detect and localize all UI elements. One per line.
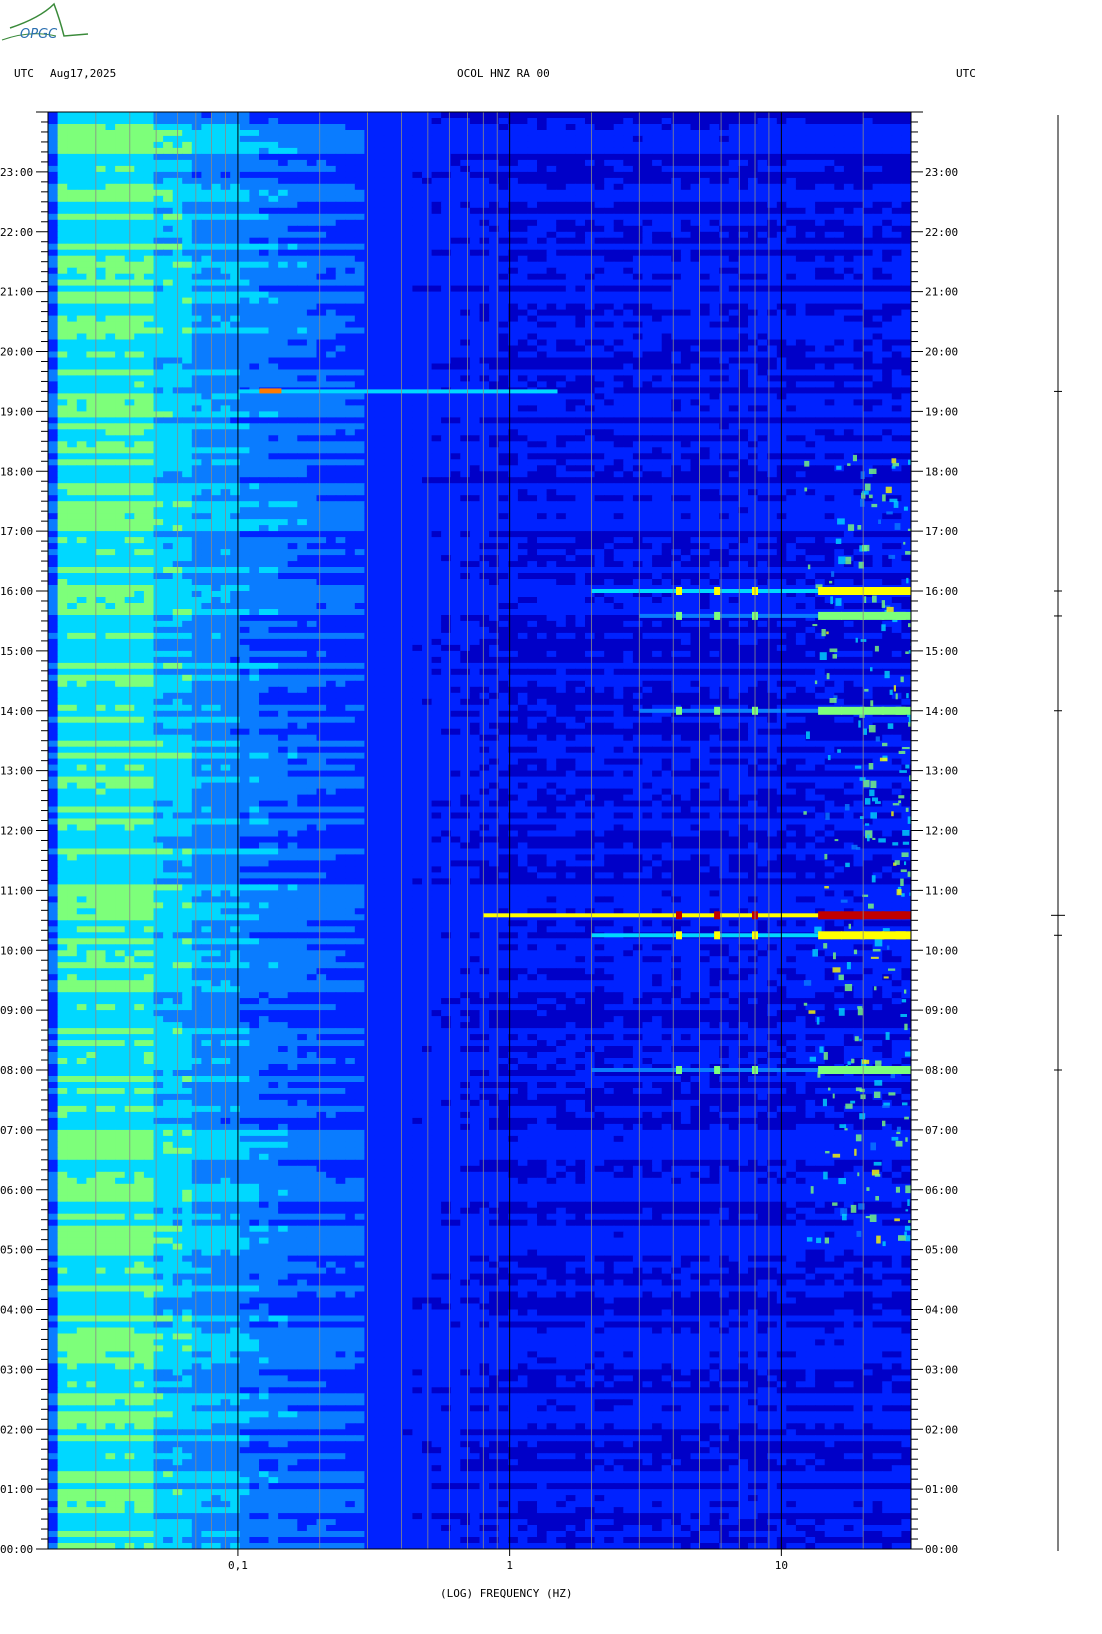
- event-hotspot: [714, 587, 720, 595]
- time-tick-label: 22:00: [0, 226, 33, 239]
- station-title: OCOL HNZ RA 00: [457, 67, 550, 80]
- time-tick-label: 20:00: [925, 346, 958, 359]
- event-hotspot: [818, 931, 842, 939]
- date-label: Aug17,2025: [50, 67, 116, 80]
- event-hotspot: [818, 587, 842, 595]
- time-tick-label: 13:00: [0, 765, 33, 778]
- x-axis-label: (LOG) FREQUENCY (HZ): [440, 1587, 572, 1600]
- time-tick-label: 14:00: [925, 705, 958, 718]
- time-tick-label: 06:00: [0, 1184, 33, 1197]
- frequency-tick-label: 10: [775, 1559, 788, 1572]
- time-tick-label: 12:00: [925, 825, 958, 838]
- event-hotspot: [676, 931, 682, 939]
- time-tick-label: 18:00: [925, 465, 958, 478]
- time-tick-label: 23:00: [925, 166, 958, 179]
- time-tick-label: 18:00: [0, 465, 33, 478]
- time-tick-label: 10:00: [925, 944, 958, 957]
- frequency-tick-label: 1: [506, 1559, 513, 1572]
- event-hotspot: [714, 911, 720, 919]
- event-hotspot: [676, 911, 682, 919]
- left-timezone-label: UTC: [14, 67, 34, 80]
- event-hotspot: [818, 1066, 842, 1074]
- time-tick-label: 16:00: [0, 585, 33, 598]
- time-tick-label: 02:00: [0, 1423, 33, 1436]
- frequency-axis: 0,1 1 10: [228, 1549, 788, 1572]
- time-tick-label: 06:00: [925, 1184, 958, 1197]
- time-tick-label: 16:00: [925, 585, 958, 598]
- event-hotspot: [860, 587, 884, 595]
- frequency-tick-label: 0,1: [228, 1559, 248, 1572]
- time-tick-label: 10:00: [0, 944, 33, 957]
- time-tick-label: 08:00: [925, 1064, 958, 1077]
- event-hotspot: [896, 911, 920, 919]
- event-hotspot: [818, 612, 842, 620]
- event-hotspot: [676, 612, 682, 620]
- event-hotspot: [676, 707, 682, 715]
- logo-text: OPGC: [20, 27, 58, 42]
- time-tick-label: 19:00: [0, 405, 33, 418]
- time-tick-label: 07:00: [925, 1124, 958, 1137]
- time-tick-label: 12:00: [0, 825, 33, 838]
- event-hotspot: [714, 931, 720, 939]
- time-tick-label: 04:00: [925, 1304, 958, 1317]
- time-tick-label: 00:00: [925, 1543, 958, 1556]
- right-time-axis: 23:00 22:00 21:00 20:00 19:00 18:00 17:00 16:00…: [911, 112, 958, 1556]
- event-hotspot: [676, 587, 682, 595]
- event-hotspot: [860, 612, 884, 620]
- time-tick-label: 21:00: [925, 286, 958, 299]
- time-tick-label: 22:00: [925, 226, 958, 239]
- time-tick-label: 03:00: [0, 1363, 33, 1376]
- time-tick-label: 09:00: [925, 1004, 958, 1017]
- event-hotspot: [896, 931, 920, 939]
- time-tick-label: 14:00: [0, 705, 33, 718]
- time-tick-label: 20:00: [0, 346, 33, 359]
- left-time-axis: 23:00 22:00 21:00 20:00 19:00 18:00 17:00 16:00…: [0, 112, 48, 1556]
- time-tick-label: 00:00: [0, 1543, 33, 1556]
- time-tick-label: 15:00: [925, 645, 958, 658]
- time-tick-label: 05:00: [0, 1244, 33, 1257]
- opgc-logo: OPGC: [2, 4, 88, 42]
- time-tick-label: 17:00: [0, 525, 33, 538]
- time-tick-label: 02:00: [925, 1423, 958, 1436]
- time-tick-label: 09:00: [0, 1004, 33, 1017]
- event-hotspot: [714, 612, 720, 620]
- event-hotspot: [860, 1066, 884, 1074]
- time-tick-label: 11:00: [925, 884, 958, 897]
- time-tick-label: 17:00: [925, 525, 958, 538]
- time-tick-label: 01:00: [0, 1483, 33, 1496]
- event-hotspot: [818, 911, 842, 919]
- spectrogram-image: [48, 112, 920, 1550]
- time-tick-label: 08:00: [0, 1064, 33, 1077]
- time-tick-label: 01:00: [925, 1483, 958, 1496]
- event-hotspot: [896, 612, 920, 620]
- time-tick-label: 11:00: [0, 884, 33, 897]
- time-tick-label: 15:00: [0, 645, 33, 658]
- time-tick-label: 03:00: [925, 1363, 958, 1376]
- event-hotspot: [860, 911, 884, 919]
- time-tick-label: 04:00: [0, 1304, 33, 1317]
- event-hotspot: [860, 931, 884, 939]
- time-tick-label: 23:00: [0, 166, 33, 179]
- event-hotspot: [818, 707, 842, 715]
- time-tick-label: 19:00: [925, 405, 958, 418]
- event-hotspot: [714, 1066, 720, 1074]
- event-hotspot: [676, 1066, 682, 1074]
- time-tick-label: 21:00: [0, 286, 33, 299]
- time-tick-label: 07:00: [0, 1124, 33, 1137]
- event-hotspot: [259, 388, 281, 393]
- event-hotspot: [714, 707, 720, 715]
- event-hotspot: [860, 707, 884, 715]
- time-tick-label: 13:00: [925, 765, 958, 778]
- right-timezone-label: UTC: [956, 67, 976, 80]
- time-tick-label: 05:00: [925, 1244, 958, 1257]
